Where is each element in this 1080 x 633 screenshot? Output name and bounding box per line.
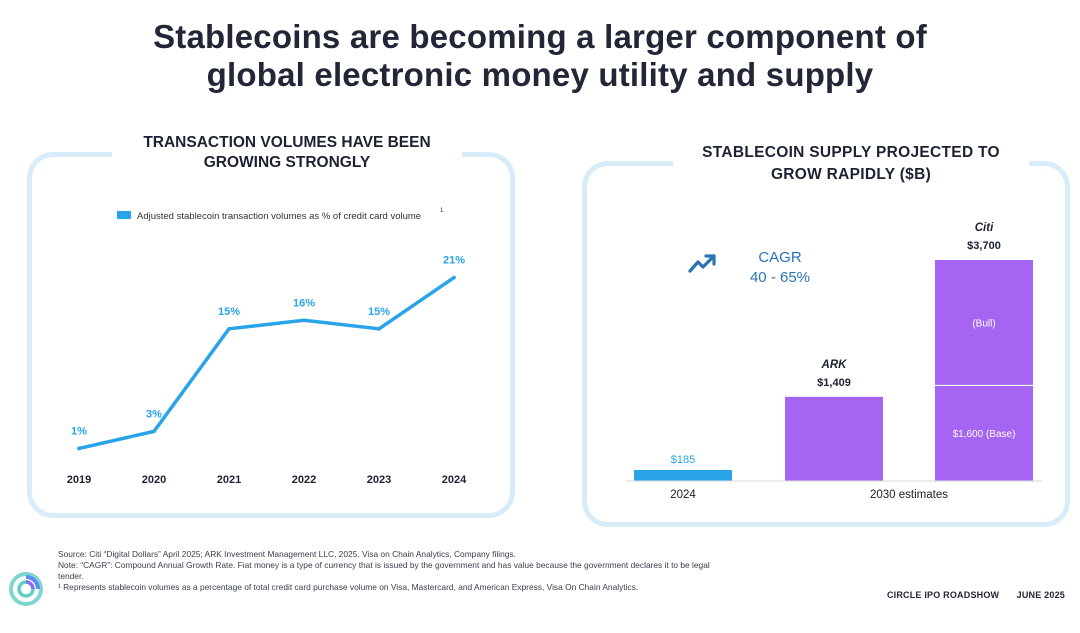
x-tick-label: 2019 <box>67 474 91 486</box>
bar-chart-title-line1: STABLECOIN SUPPLY PROJECTED TO <box>702 144 1000 161</box>
bar-ark <box>785 396 883 481</box>
page-title-line1: Stablecoins are becoming a larger compon… <box>153 18 927 55</box>
line-chart-panel <box>27 152 515 518</box>
bar-citi-base <box>935 385 1033 481</box>
x-tick-label: 2020 <box>142 474 166 486</box>
line-chart-title-line1: TRANSACTION VOLUMES HAVE BEEN <box>143 134 431 151</box>
footer-text: CIRCLE IPO ROADSHOW <box>886 590 1000 600</box>
circle-logo-icon <box>9 572 43 606</box>
bar-chart-title-line2: GROW RAPIDLY ($B) <box>770 166 932 183</box>
bar-citi-base-label: $1,600 (Base) <box>953 429 1016 440</box>
legend-label: Adjusted stablecoin transaction volumes … <box>137 211 421 222</box>
bar-chart: CAGR 40 - 65% $185 $1,409 ARK $1,600 (Base)… <box>626 222 1042 501</box>
line-point <box>452 275 456 280</box>
line-series <box>77 275 456 451</box>
bar-chart-title: STABLECOIN SUPPLY PROJECTED TO GROW RAPI… <box>673 142 1029 186</box>
footer-date: JUNE 2025 <box>1016 590 1065 600</box>
x-tick-label: 2023 <box>367 474 391 486</box>
line-data-label: 16% <box>293 297 315 309</box>
line-data-label: 15% <box>218 306 240 318</box>
line-data-label: 1% <box>71 425 87 437</box>
trend-up-icon <box>688 254 716 273</box>
line-data-label: 15% <box>368 306 390 318</box>
footer: CIRCLE IPO ROADSHOW JUNE 2025 <box>870 590 1065 600</box>
line-point <box>302 318 306 323</box>
line-point <box>152 429 156 434</box>
line-chart-title-line2: GROWING STRONGLY <box>203 154 371 171</box>
cagr-value: 40 - 65% <box>750 269 810 286</box>
footnotes: Source: Citi “Digital Dollars” April 202… <box>58 549 718 593</box>
line-point <box>377 327 381 331</box>
legend-footnote-mark: 1 <box>440 208 444 214</box>
bar-citi-bull <box>935 260 1033 386</box>
line-chart-title: TRANSACTION VOLUMES HAVE BEEN GROWING ST… <box>112 133 462 173</box>
page-title-line2: global electronic money utility and supp… <box>206 56 874 93</box>
footnote-1: ¹ Represents stablecoin volumes as a per… <box>58 582 639 592</box>
line-data-label: 3% <box>146 408 162 420</box>
bar-citi-bull-label: (Bull) <box>972 319 995 330</box>
legend-swatch <box>117 211 131 219</box>
bar-citi-value-label: $3,700 <box>967 240 1001 252</box>
bar-ark-value-label: $1,409 <box>817 377 851 389</box>
bar-2024-value-label: $185 <box>671 454 695 466</box>
category-label-2030: 2030 estimates <box>870 489 948 501</box>
page-title: Stablecoins are becoming a larger compon… <box>0 18 1080 94</box>
line-point <box>77 446 81 451</box>
line-chart: Adjusted stablecoin transaction volumes … <box>67 208 467 486</box>
bar-citi-name-label: Citi <box>975 222 994 234</box>
footnote-source: Source: Citi “Digital Dollars” April 202… <box>58 549 516 559</box>
bar-ark-name-label: ARK <box>821 359 848 371</box>
x-tick-label: 2022 <box>292 474 316 486</box>
cagr-label: CAGR <box>758 249 802 266</box>
x-tick-label: 2021 <box>217 474 241 486</box>
x-tick-label: 2024 <box>442 474 467 486</box>
bar-2024 <box>634 469 732 481</box>
line-data-label: 21% <box>443 255 465 267</box>
category-label-2024: 2024 <box>670 489 696 501</box>
line-point <box>227 327 231 331</box>
footnote-note: Note: “CAGR”: Compound Annual Growth Rat… <box>58 560 710 581</box>
